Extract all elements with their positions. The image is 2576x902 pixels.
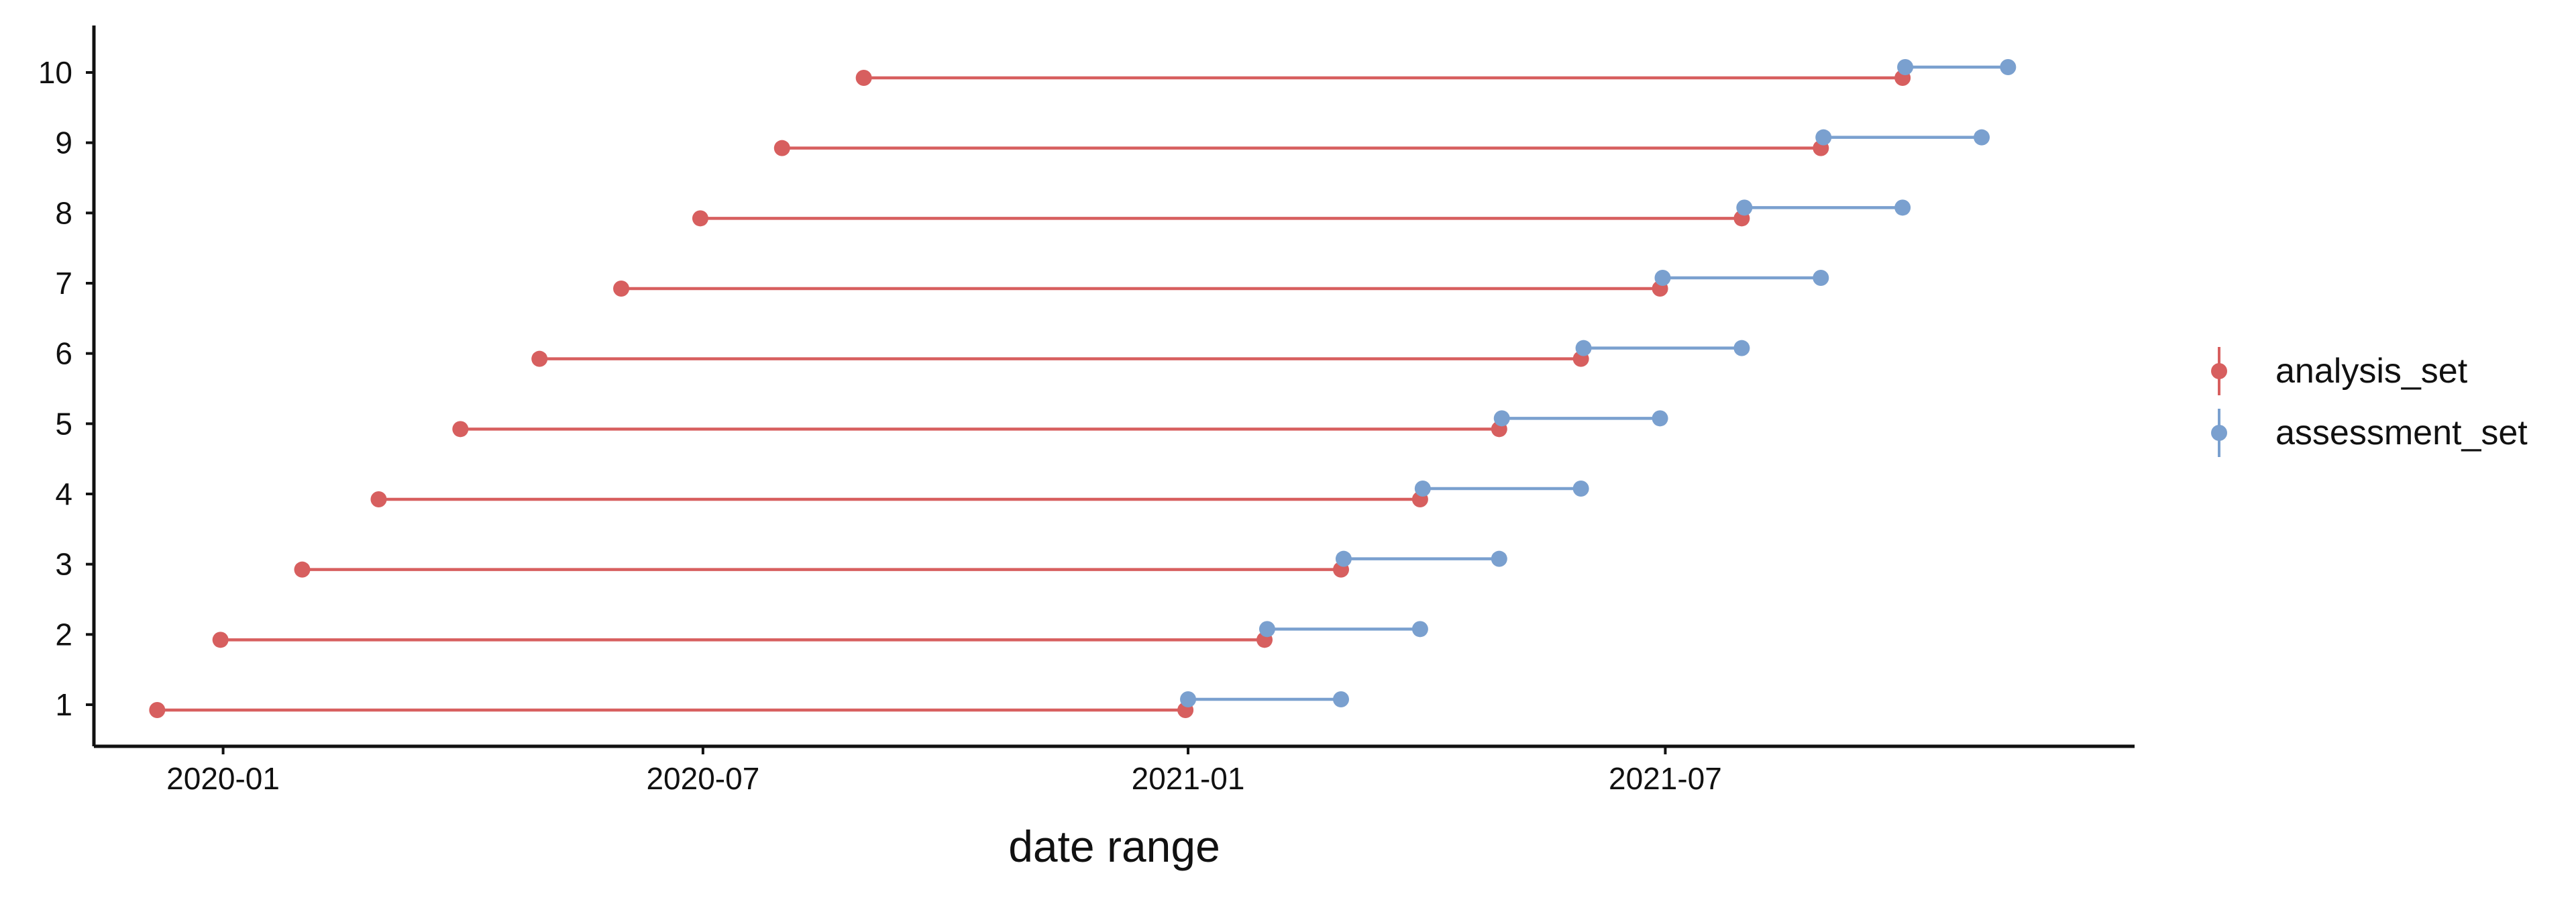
y-tick-label: 10 (38, 55, 72, 90)
assessment_set-range-5 (1493, 410, 1668, 427)
y-axis-ticks: 1 2 3 4 5 6 7 8 9 10 (38, 55, 94, 722)
assessment_set-start-point (1335, 550, 1352, 567)
assessment_set-start-point (1815, 129, 1832, 146)
y-tick-label: 1 (55, 687, 72, 722)
assessment_set-end-point (1491, 550, 1507, 567)
analysis_set-range-3 (294, 561, 1349, 578)
legend: analysis_set assessment_set (2211, 347, 2528, 457)
assessment_set-range-2 (1258, 621, 1428, 638)
legend-item-assessment_set: assessment_set (2211, 409, 2528, 457)
assessment_set-range-9 (1815, 129, 1990, 146)
analysis_set-range-6 (531, 350, 1589, 367)
x-tick-label: 2021-01 (1132, 761, 1245, 796)
x-tick-label: 2020-01 (166, 761, 280, 796)
y-tick-label: 8 (55, 195, 72, 230)
y-tick-label: 2 (55, 617, 72, 652)
assessment_set-start-point (1575, 340, 1592, 356)
assessment_set-start-point (1493, 410, 1510, 427)
axes (92, 26, 2135, 748)
y-tick-label: 3 (55, 547, 72, 582)
analysis_set-range-9 (773, 140, 1829, 156)
assessment_set-range-3 (1335, 550, 1507, 567)
assessment_set-end-point (1974, 129, 1990, 146)
plot-area (149, 59, 2017, 718)
analysis_set-start-point (370, 491, 387, 507)
assessment_set-start-point (1736, 199, 1753, 216)
legend-label: analysis_set (2275, 352, 2468, 391)
analysis_set-start-point (613, 281, 630, 297)
legend-key-point (2211, 363, 2227, 379)
y-tick-label: 4 (55, 477, 72, 511)
assessment_set-range-6 (1575, 340, 1750, 356)
legend-label: assessment_set (2275, 413, 2528, 452)
assessment_set-end-point (1652, 410, 1668, 427)
assessment_set-start-point (1897, 59, 1914, 75)
assessment_set-end-point (1411, 621, 1428, 638)
analysis_set-start-point (692, 210, 708, 227)
analysis_set-start-point (212, 632, 229, 648)
assessment_set-start-point (1180, 691, 1197, 707)
y-tick-label: 9 (55, 126, 72, 160)
assessment_set-start-point (1258, 621, 1275, 638)
assessment_set-start-point (1654, 270, 1671, 286)
legend-item-analysis_set: analysis_set (2211, 347, 2468, 395)
x-axis-ticks: 2020-01 2020-07 2021-01 2021-07 (166, 746, 1722, 796)
assessment_set-range-10 (1897, 59, 2017, 75)
analysis_set-start-point (531, 350, 548, 367)
analysis_set-range-10 (855, 70, 1911, 86)
assessment_set-start-point (1414, 481, 1431, 497)
assessment_set-range-8 (1736, 199, 1911, 216)
assessment_set-end-point (1894, 199, 1911, 216)
analysis_set-range-7 (613, 281, 1668, 297)
x-axis-title: date range (1008, 821, 1220, 871)
assessment_set-range-7 (1654, 270, 1829, 286)
analysis_set-range-5 (452, 421, 1507, 438)
analysis_set-range-2 (212, 632, 1273, 648)
x-tick-label: 2020-07 (646, 761, 759, 796)
analysis_set-range-8 (692, 210, 1750, 227)
assessment_set-range-1 (1180, 691, 1349, 707)
x-tick-label: 2021-07 (1609, 761, 1722, 796)
analysis_set-start-point (855, 70, 872, 86)
assessment_set-end-point (1813, 270, 1829, 286)
legend-key-point (2211, 425, 2227, 441)
analysis_set-start-point (294, 561, 311, 578)
assessment_set-end-point (1572, 481, 1589, 497)
y-tick-label: 7 (55, 266, 72, 301)
analysis_set-start-point (773, 140, 790, 156)
analysis_set-start-point (452, 421, 469, 438)
assessment_set-end-point (2000, 59, 2017, 75)
assessment_set-end-point (1733, 340, 1750, 356)
y-tick-label: 6 (55, 336, 72, 371)
y-tick-label: 5 (55, 406, 72, 441)
assessment_set-end-point (1333, 691, 1349, 707)
analysis_set-start-point (149, 702, 166, 718)
assessment_set-range-4 (1414, 481, 1589, 497)
analysis_set-range-4 (370, 491, 1428, 507)
analysis_set-range-1 (149, 702, 1194, 718)
